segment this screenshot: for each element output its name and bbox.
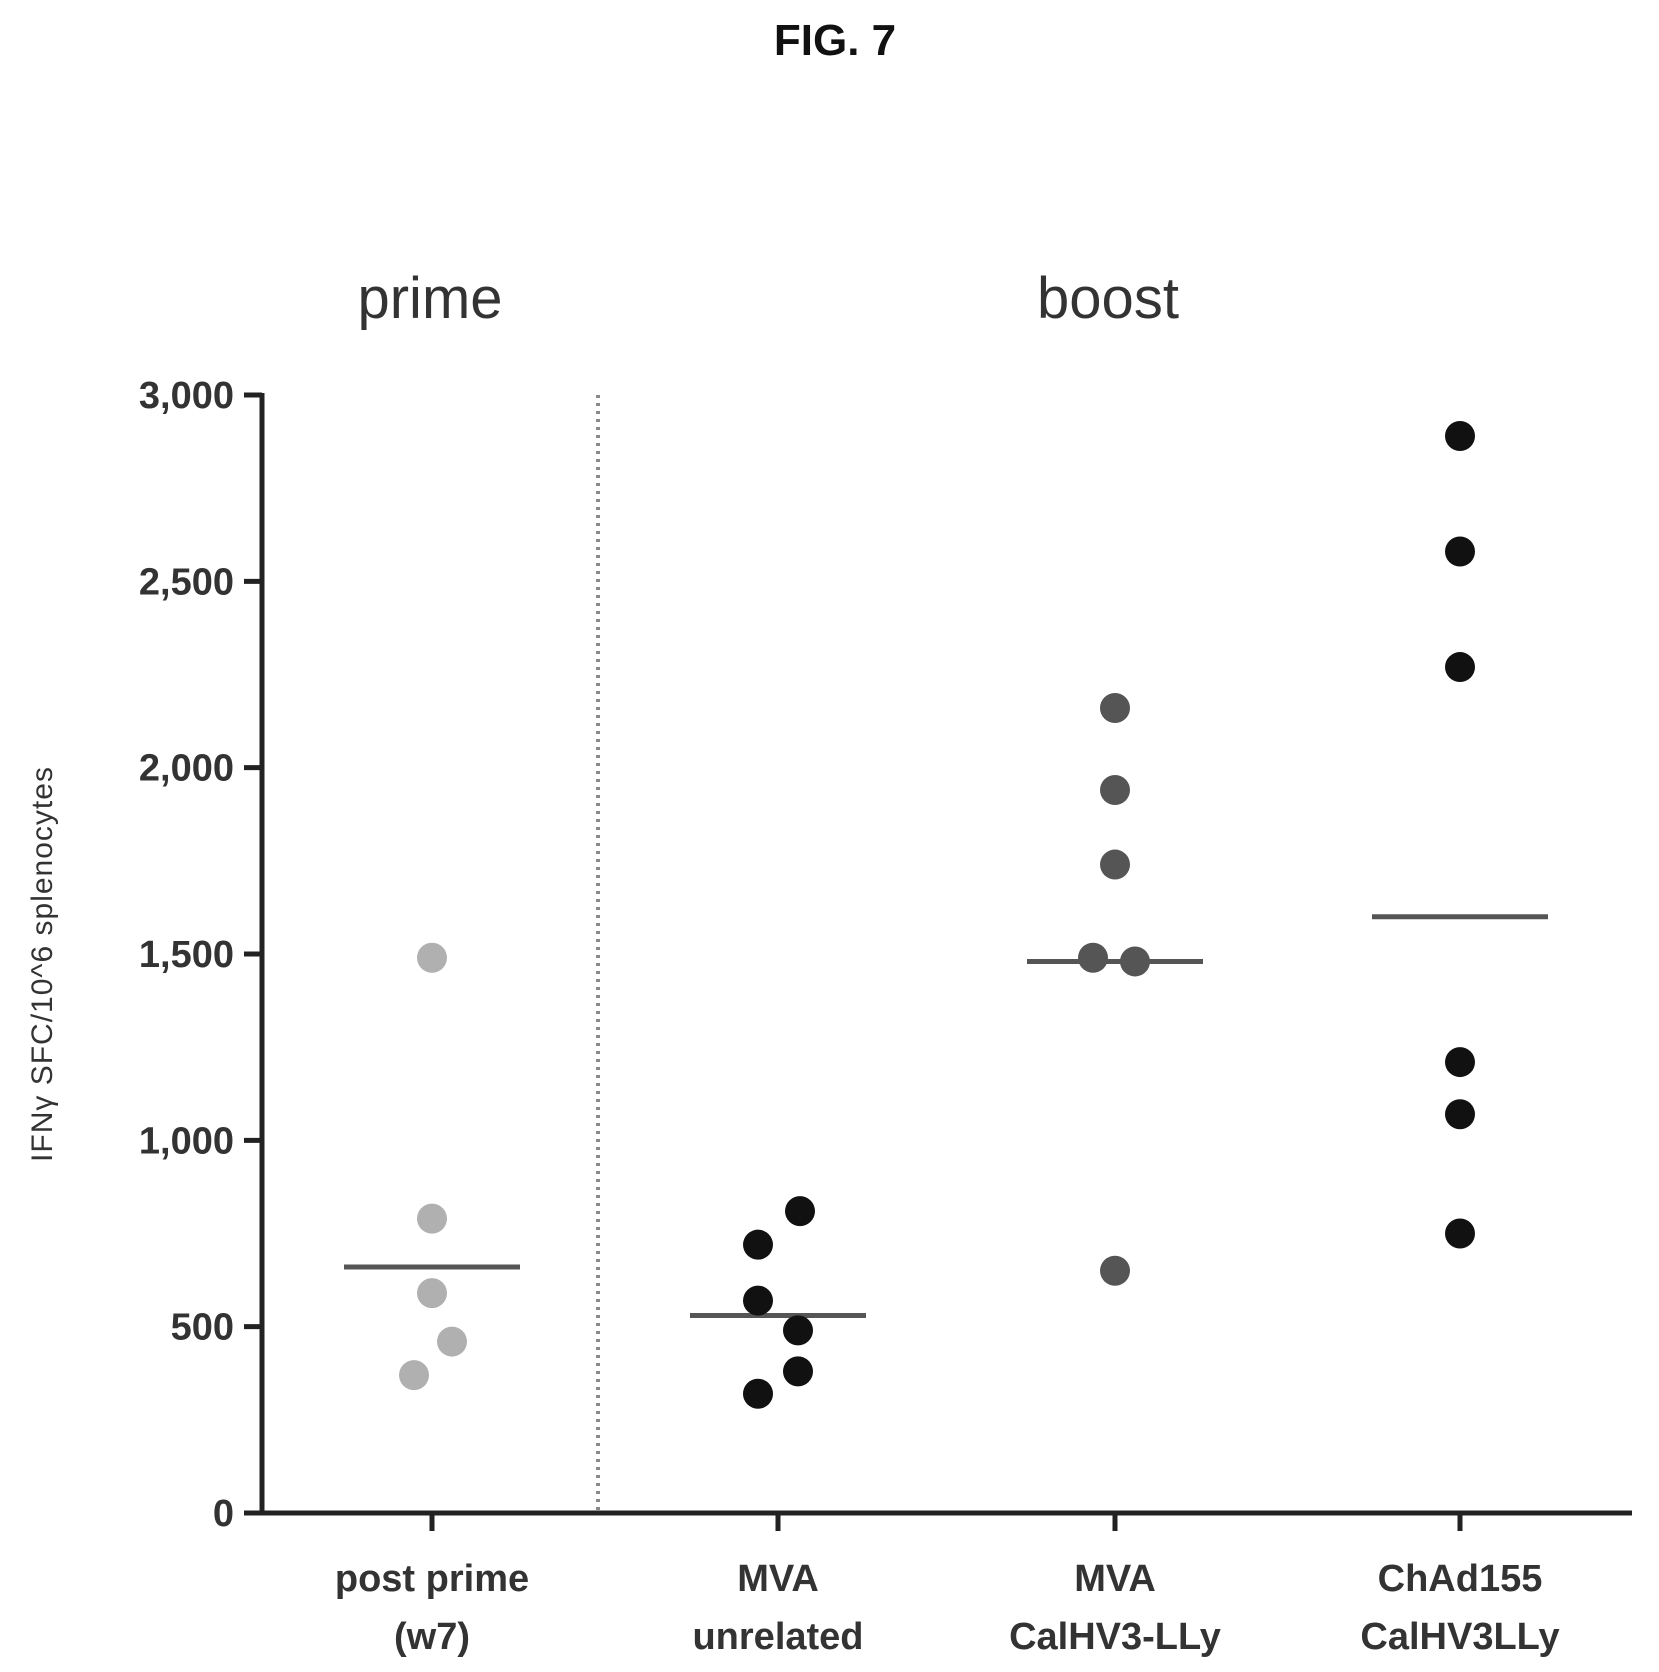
y-tick-label: 0 xyxy=(213,1493,234,1535)
y-tick-label: 500 xyxy=(171,1307,234,1349)
data-point xyxy=(417,1203,447,1234)
y-tick-label: 2,500 xyxy=(139,561,234,603)
section-label-prime: prime xyxy=(357,266,502,331)
data-point xyxy=(783,1315,813,1346)
y-tick-label: 1,500 xyxy=(139,934,234,976)
data-point xyxy=(1100,693,1130,724)
data-point xyxy=(743,1229,773,1260)
data-point xyxy=(743,1378,773,1409)
data-point xyxy=(1445,1218,1475,1249)
data-point xyxy=(1445,652,1475,683)
section-label-boost: boost xyxy=(1037,266,1179,331)
data-point xyxy=(399,1360,429,1391)
y-tick-label: 1,000 xyxy=(139,1120,234,1162)
data-point xyxy=(1445,536,1475,567)
data-point xyxy=(1100,849,1130,880)
y-tick-label: 2,000 xyxy=(139,748,234,790)
plot-area: 0 500 1,000 1,500 2,000 2,500 3,000 post prime (… xyxy=(139,375,1632,1658)
x-tick-label: MVA xyxy=(1074,1558,1156,1600)
x-tick-label: post prime xyxy=(335,1558,529,1600)
y-tick-label: 3,000 xyxy=(139,375,234,417)
data-point xyxy=(1120,946,1150,977)
x-tick-label: CalHV3-LLy xyxy=(1009,1616,1221,1658)
data-point xyxy=(417,942,447,973)
data-point xyxy=(1445,1099,1475,1130)
x-tick-label: CalHV3LLy xyxy=(1360,1616,1559,1658)
data-point xyxy=(1445,420,1475,451)
data-point xyxy=(743,1285,773,1316)
data-point xyxy=(1100,1255,1130,1286)
x-tick-label: unrelated xyxy=(692,1616,863,1658)
x-tick-label: MVA xyxy=(737,1558,819,1600)
data-point xyxy=(783,1356,813,1387)
data-point xyxy=(1445,1047,1475,1078)
x-tick-label: ChAd155 xyxy=(1378,1558,1543,1600)
data-point xyxy=(785,1196,815,1227)
data-point xyxy=(437,1326,467,1357)
data-point xyxy=(417,1278,447,1309)
figure-label: FIG. 7 xyxy=(774,16,896,65)
data-point xyxy=(1100,775,1130,806)
data-point xyxy=(1078,942,1108,973)
x-tick-label: (w7) xyxy=(394,1616,470,1658)
y-axis-title: IFNγ SFC/10^6 splenocytes xyxy=(26,766,59,1162)
